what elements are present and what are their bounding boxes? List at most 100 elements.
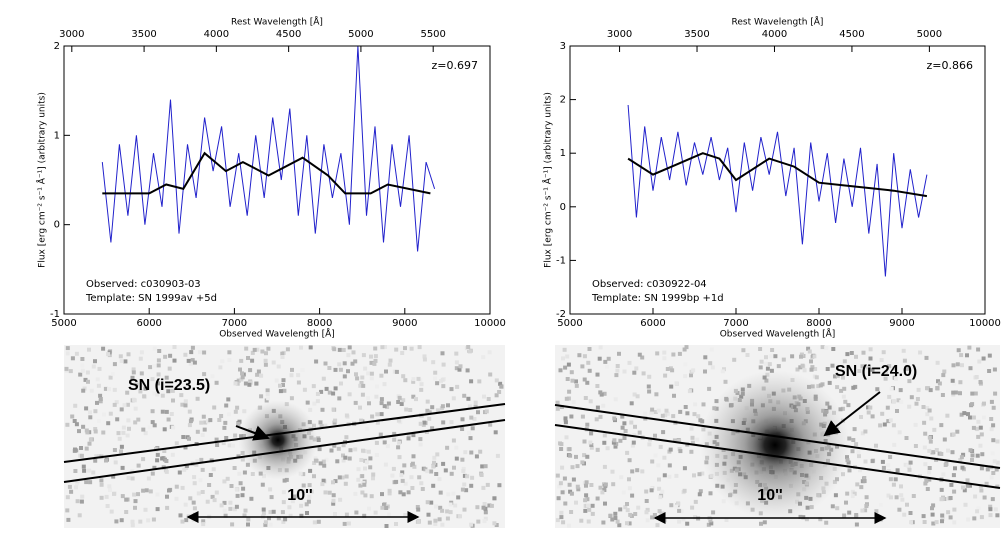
noise-pixel [449,471,454,476]
noise-pixel [893,477,898,482]
noise-pixel [700,471,705,476]
noise-pixel [152,363,157,368]
noise-pixel [221,441,226,446]
noise-pixel [451,438,456,443]
noise-pixel [155,381,160,386]
noise-pixel [427,416,432,421]
noise-pixel [599,392,604,397]
noise-pixel [497,483,502,488]
noise-pixel [243,381,248,386]
noise-pixel [97,366,102,371]
sn-pointer [235,425,270,441]
noise-pixel [617,351,621,356]
noise-pixel [132,398,137,403]
noise-pixel [75,479,80,484]
noise-pixel [440,351,445,356]
noise-pixel [130,519,135,524]
noise-pixel [143,386,148,391]
noise-pixel [418,421,423,426]
noise-pixel [460,487,465,492]
noise-pixel [247,382,252,387]
noise-pixel [627,521,632,526]
noise-pixel [236,378,241,383]
legend-entry: Template: SN 1999av +5d [85,293,217,304]
noise-pixel [433,370,438,375]
noise-pixel [868,356,873,361]
noise-pixel [96,454,101,459]
noise-pixel [318,461,323,466]
noise-pixel [324,386,329,391]
noise-pixel [88,410,92,415]
noise-pixel [940,517,945,521]
noise-pixel [899,400,904,404]
noise-pixel [312,401,317,406]
noise-pixel [577,353,582,358]
noise-pixel [362,482,367,487]
noise-pixel [857,369,862,373]
noise-pixel [361,448,365,453]
noise-pixel [289,396,294,401]
noise-pixel [165,494,169,499]
noise-pixel [849,351,854,355]
noise-pixel [399,473,404,478]
noise-pixel [101,346,106,351]
noise-pixel [677,438,682,443]
noise-pixel [327,390,332,395]
noise-pixel [475,505,480,510]
noise-pixel [870,367,875,372]
noise-pixel [87,441,92,446]
noise-pixel [452,465,456,470]
noise-pixel [722,367,726,372]
noise-pixel [119,518,124,523]
noise-pixel [606,356,611,361]
noise-pixel [318,420,323,425]
x-tick-label: 10000 [969,318,1001,329]
noise-pixel [668,447,673,452]
noise-pixel [355,376,360,381]
x-tick-label: 10000 [474,318,506,329]
noise-pixel [654,392,659,397]
noise-pixel [120,494,125,499]
noise-pixel [839,388,844,393]
noise-pixel [585,422,590,427]
noise-pixel [219,414,224,418]
noise-pixel [214,490,219,495]
noise-pixel [411,379,416,384]
noise-pixel [174,484,179,489]
noise-pixel [625,508,630,513]
noise-pixel [341,453,345,458]
noise-pixel [951,363,956,368]
noise-pixel [301,472,306,477]
noise-pixel [644,489,649,494]
noise-pixel [212,498,217,503]
noise-pixel [975,509,980,514]
noise-pixel [443,468,448,473]
noise-pixel [629,401,634,406]
noise-pixel [647,442,652,447]
noise-pixel [492,521,497,526]
noise-pixel [252,347,257,352]
noise-pixel [353,400,358,405]
noise-pixel [441,420,446,425]
noise-pixel [852,491,857,496]
noise-pixel [249,496,254,501]
noise-pixel [574,383,579,388]
noise-pixel [674,504,679,509]
noise-pixel [380,345,385,350]
noise-pixel [210,494,215,499]
noise-pixel [437,477,442,482]
noise-pixel [160,393,165,398]
noise-pixel [763,361,768,366]
noise-pixel [202,372,207,377]
noise-pixel [860,364,865,369]
noise-pixel [662,356,667,361]
noise-pixel [662,455,667,460]
noise-pixel [363,366,368,371]
noise-pixel [982,495,987,500]
noise-pixel [299,503,304,508]
noise-pixel [584,480,589,485]
y-tick-label: -1 [556,255,566,266]
noise-pixel [610,469,615,474]
noise-pixel [265,388,270,393]
noise-pixel [562,476,567,481]
